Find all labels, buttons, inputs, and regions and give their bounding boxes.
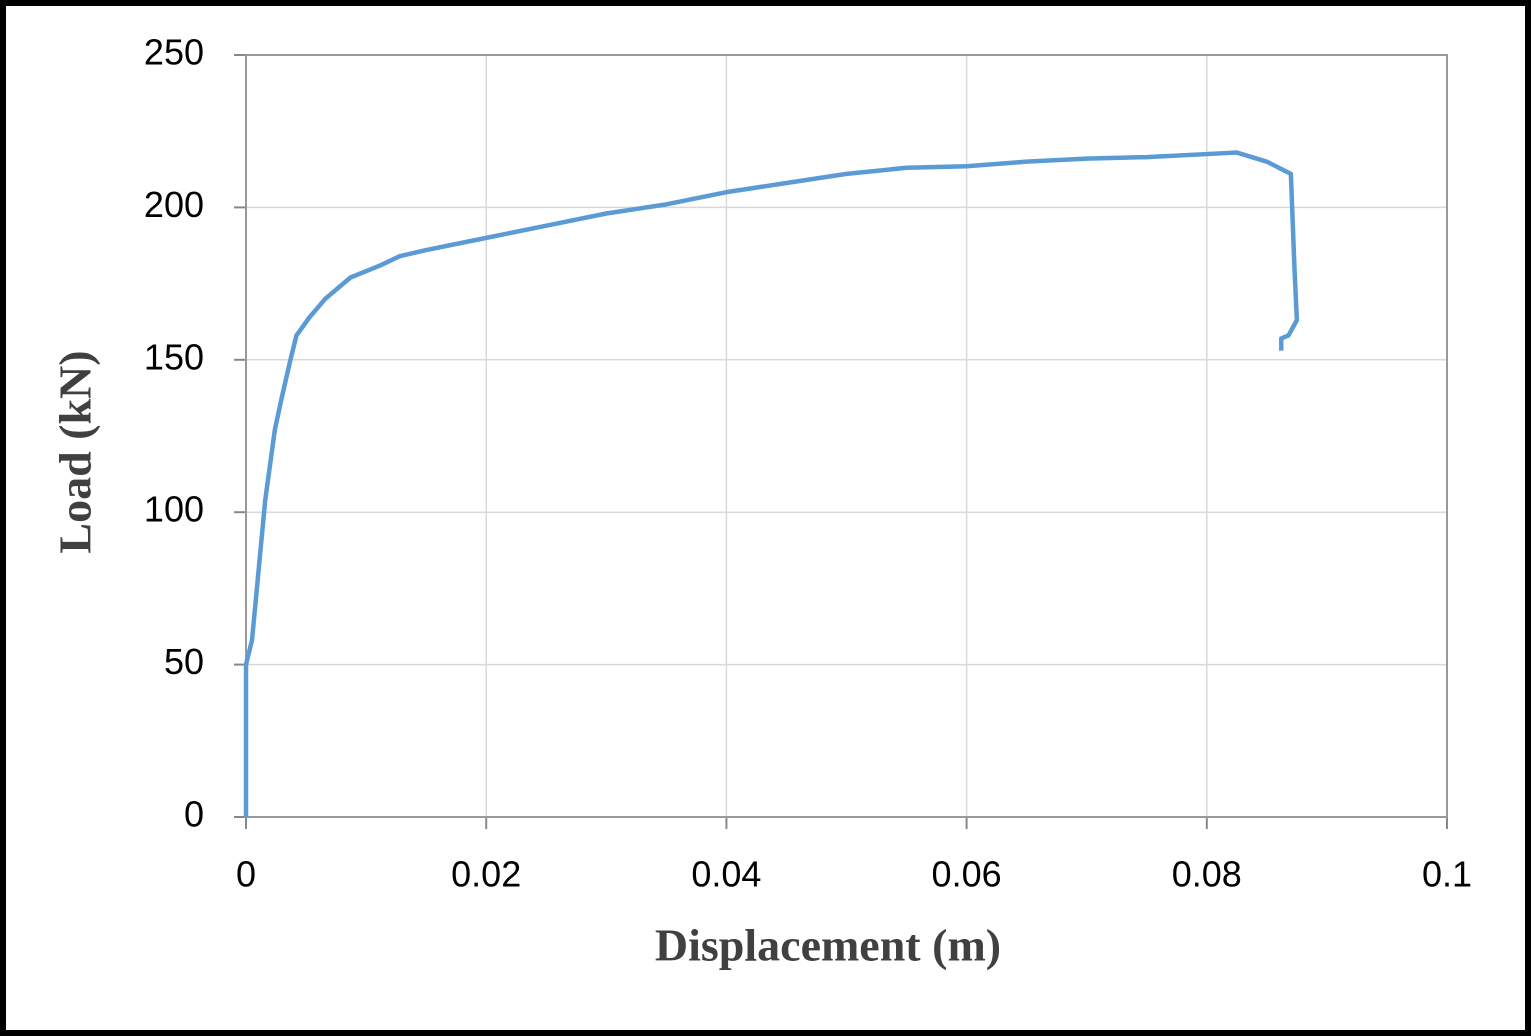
x-axis-title: Displacement (m) [655, 920, 1001, 971]
y-tick-label: 50 [164, 641, 204, 682]
x-tick-label: 0 [236, 854, 256, 895]
y-tick-label: 100 [144, 489, 204, 530]
y-axis-title: Load (kN) [50, 350, 101, 553]
y-tick-label: 0 [184, 794, 204, 835]
data-line [243, 150, 1300, 817]
x-tick-label: 0.1 [1422, 854, 1472, 895]
plot-border [245, 54, 1448, 818]
x-tick-label: 0.08 [1172, 854, 1242, 895]
plot-area: 0 50 100 150 200 250 0 0.02 0.04 0.06 0.08 0.1 [144, 32, 1472, 895]
x-tick-label: 0.04 [691, 854, 761, 895]
y-tick-label: 150 [144, 336, 204, 377]
y-tick-label: 250 [144, 32, 204, 73]
x-tick-label: 0.02 [451, 854, 521, 895]
y-tick-label: 200 [144, 184, 204, 225]
x-tick-label: 0.06 [932, 854, 1002, 895]
